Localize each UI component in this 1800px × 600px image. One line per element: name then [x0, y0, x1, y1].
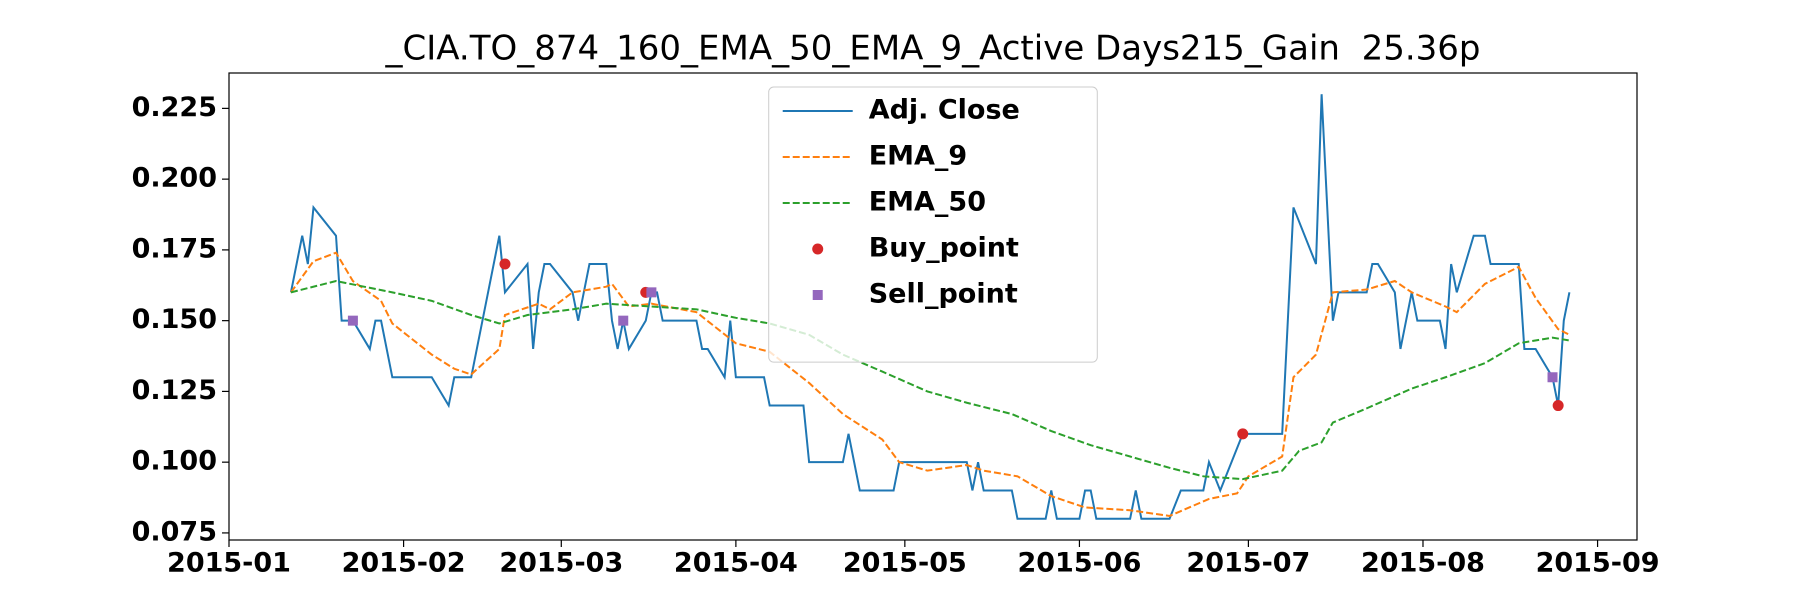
x-tick-label: 2015-09 [1536, 548, 1660, 579]
y-tick-label: 0.100 [132, 446, 217, 477]
series-line [290, 280, 1570, 481]
x-tick-label: 2015-05 [843, 548, 967, 579]
legend-box [768, 86, 1098, 363]
legend-label: EMA_9 [869, 141, 968, 172]
legend-label: EMA_50 [869, 187, 986, 218]
buy-point [1237, 428, 1249, 440]
legend-marker [812, 290, 823, 300]
x-tick-label: 2015-02 [342, 548, 466, 579]
x-tick-label: 2015-07 [1186, 548, 1310, 579]
x-tick-label: 2015-04 [674, 548, 798, 579]
x-tick-label: 2015-08 [1361, 548, 1485, 579]
plot-frame [228, 72, 1638, 541]
series-line [289, 94, 1571, 520]
y-tick-label: 0.225 [132, 92, 217, 123]
y-tick-label: 0.200 [132, 163, 217, 194]
legend-marker [812, 243, 824, 255]
y-tick-label: 0.075 [132, 516, 217, 547]
sell-point [347, 315, 358, 326]
x-tick-label: 2015-01 [167, 548, 291, 579]
y-tick-label: 0.125 [132, 375, 217, 406]
y-tick-label: 0.175 [132, 233, 217, 264]
legend-label: Buy_point [869, 233, 1019, 264]
buy-point [1552, 400, 1564, 412]
legend-label: Adj. Close [869, 95, 1020, 126]
sell-point [618, 315, 629, 326]
buy-point [499, 258, 511, 270]
sell-point [646, 287, 657, 298]
x-tick-label: 2015-03 [499, 548, 623, 579]
y-tick-label: 0.150 [132, 304, 217, 335]
x-tick-label: 2015-06 [1017, 548, 1141, 579]
series-line [290, 251, 1570, 517]
chart-title: _CIA.TO_874_160_EMA_50_EMA_9_Active Days… [384, 29, 1480, 69]
legend-label: Sell_point [869, 279, 1018, 310]
sell-point [1547, 372, 1558, 383]
